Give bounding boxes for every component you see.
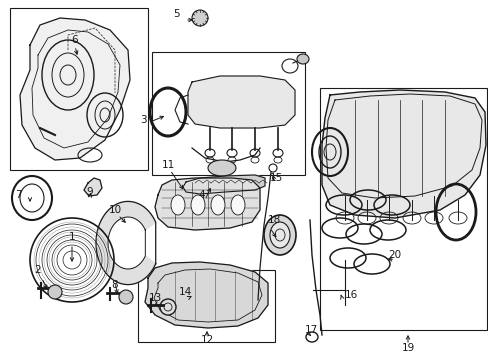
Text: 2: 2 — [35, 265, 41, 275]
Ellipse shape — [160, 299, 176, 315]
Text: 17: 17 — [305, 325, 318, 335]
Polygon shape — [20, 18, 130, 160]
Text: 9: 9 — [86, 187, 93, 197]
Text: 18: 18 — [267, 215, 281, 225]
Text: 4: 4 — [198, 190, 205, 200]
Ellipse shape — [230, 195, 244, 215]
Text: 13: 13 — [148, 293, 162, 303]
Polygon shape — [187, 76, 294, 128]
Text: 11: 11 — [161, 160, 174, 170]
Text: 14: 14 — [178, 287, 191, 297]
Ellipse shape — [192, 10, 207, 26]
Text: 7: 7 — [15, 190, 21, 200]
Text: 10: 10 — [108, 205, 122, 215]
Polygon shape — [96, 201, 155, 285]
Bar — [319, 88, 486, 330]
Ellipse shape — [269, 222, 289, 248]
Ellipse shape — [210, 195, 224, 215]
Ellipse shape — [171, 195, 184, 215]
Text: 15: 15 — [269, 173, 283, 183]
Ellipse shape — [48, 285, 62, 299]
Ellipse shape — [264, 215, 295, 255]
Bar — [152, 52, 305, 175]
Text: 1: 1 — [68, 232, 75, 242]
Text: 5: 5 — [172, 9, 179, 19]
Bar — [10, 8, 148, 170]
Ellipse shape — [296, 54, 308, 64]
Bar — [138, 270, 274, 342]
Polygon shape — [183, 175, 264, 194]
Text: 16: 16 — [345, 290, 358, 300]
Polygon shape — [321, 90, 485, 218]
Text: 12: 12 — [200, 335, 213, 345]
Text: 20: 20 — [387, 250, 401, 260]
Ellipse shape — [119, 290, 133, 304]
Ellipse shape — [191, 195, 204, 215]
Polygon shape — [155, 178, 260, 230]
Text: 8: 8 — [111, 280, 118, 290]
Text: 3: 3 — [140, 115, 147, 125]
Polygon shape — [84, 178, 102, 196]
Polygon shape — [145, 262, 267, 328]
Text: 19: 19 — [401, 343, 414, 353]
Ellipse shape — [207, 160, 236, 176]
Text: 6: 6 — [72, 35, 78, 45]
